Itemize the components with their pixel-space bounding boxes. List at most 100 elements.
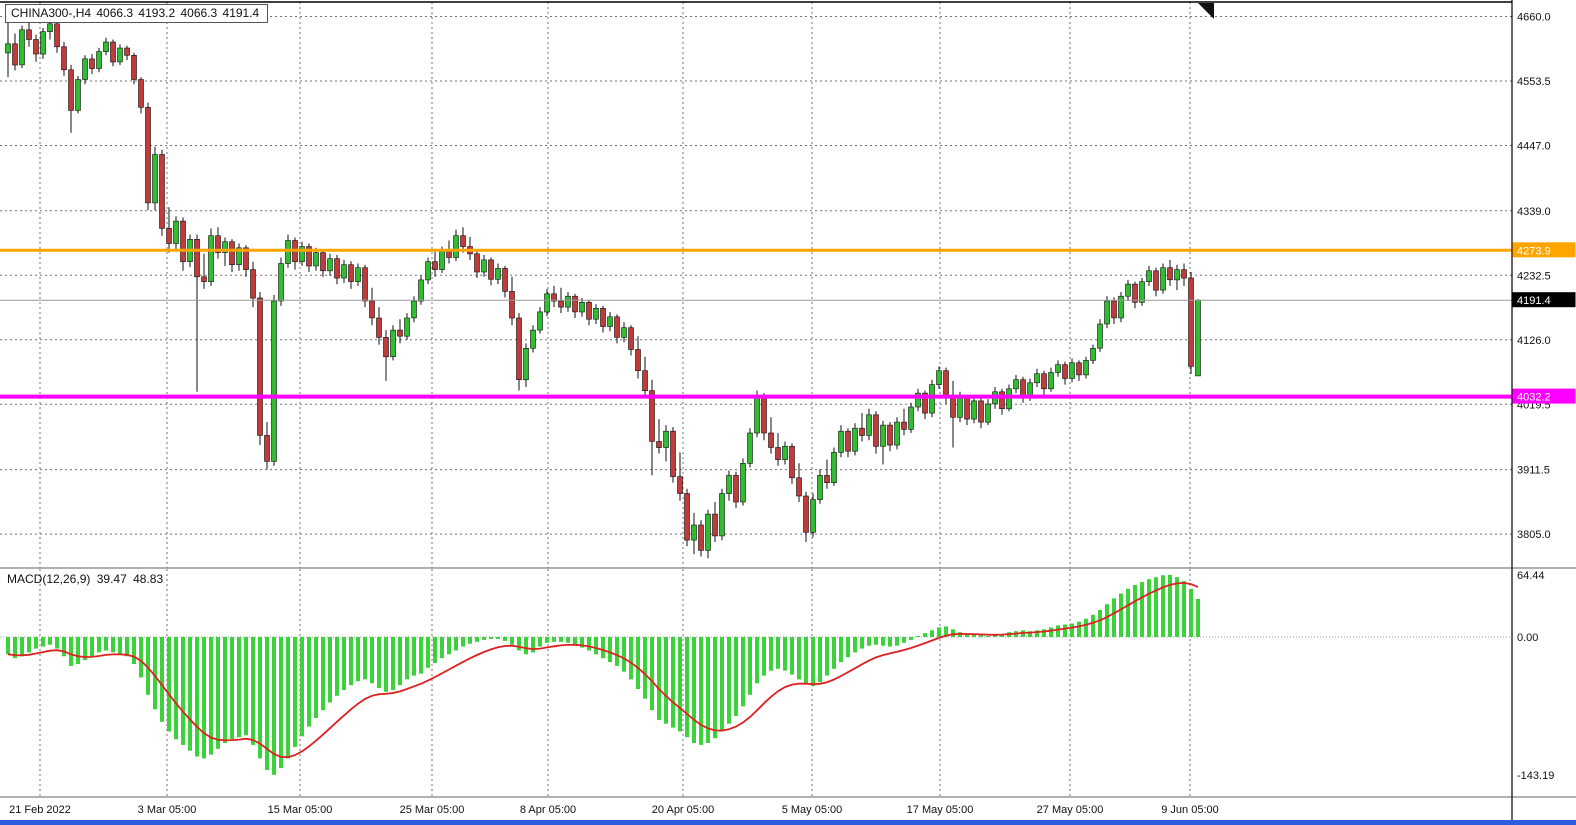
candle-body [516, 317, 522, 381]
candle-body [285, 240, 291, 264]
time-tick-label: 27 May 05:00 [1037, 804, 1104, 816]
candle-body [761, 396, 767, 434]
candle-body [271, 300, 277, 462]
candle-body [89, 58, 95, 69]
candle-body [383, 337, 389, 358]
candle-body [908, 406, 914, 430]
candle-body [1153, 270, 1159, 291]
candle-body [1069, 362, 1075, 379]
candle-body [523, 347, 529, 381]
price-tick-label: 4232.5 [1517, 270, 1551, 282]
macd-signal-value: 48.83 [133, 572, 164, 586]
candle-body [425, 261, 431, 281]
candle-body [26, 29, 32, 40]
candle-body [1167, 267, 1173, 281]
candle-body [180, 220, 186, 263]
candle-body [453, 235, 459, 258]
candle-body [929, 384, 935, 414]
candle-body [712, 513, 718, 537]
svg-text:4032.2: 4032.2 [1517, 392, 1551, 404]
candle-body [894, 421, 900, 446]
window-edge-strip [0, 820, 1576, 825]
candle-body [376, 317, 382, 338]
candle-body [215, 235, 221, 253]
candle-body [103, 41, 109, 52]
candle-body [110, 41, 116, 63]
candle-body [677, 476, 683, 494]
candle-body [607, 316, 613, 327]
candle-body [33, 39, 39, 55]
ohlc-open: 4066.3 [96, 6, 134, 20]
grid-lines [0, 2, 1512, 797]
candle-body [1034, 373, 1040, 384]
candle-body [936, 370, 942, 385]
candle-body [985, 403, 991, 423]
candle-body [866, 414, 872, 436]
ohlc-high: 4193.2 [138, 6, 176, 20]
candle-body [551, 293, 557, 302]
candle-body [1146, 270, 1152, 282]
candle-body [964, 397, 970, 420]
candle-body [1062, 364, 1068, 379]
candle-body [306, 246, 312, 267]
candle-body [642, 370, 648, 392]
candle-body [663, 430, 669, 448]
candle-body [572, 295, 578, 313]
candle-body [12, 43, 18, 66]
candle-body [726, 475, 732, 494]
time-tick-label: 21 Feb 2022 [9, 804, 71, 816]
candle-body [418, 279, 424, 302]
macd-scale[interactable]: 64.44 0.00 -143.19 [1517, 570, 1554, 782]
candle-body [201, 276, 207, 282]
candle-body [1111, 300, 1117, 319]
candle-body [1090, 347, 1096, 361]
candle-body [1139, 281, 1145, 303]
candle-body [5, 43, 11, 54]
time-tick-label: 20 Apr 05:00 [652, 804, 714, 816]
candle-body [782, 445, 788, 460]
candle-body [831, 452, 837, 483]
price-tick-label: 3805.0 [1517, 529, 1551, 541]
candle-body [54, 23, 60, 48]
candle-body [1132, 283, 1138, 303]
time-scale[interactable]: 21 Feb 2022 3 Mar 05:00 15 Mar 05:00 25 Mar… [9, 804, 1219, 816]
candle-body [229, 241, 235, 265]
candle-body [614, 316, 620, 338]
candle-body [775, 447, 781, 460]
candle-body [957, 397, 963, 418]
candle-body [341, 264, 347, 279]
candle-body [656, 441, 662, 448]
symbol-info-box: CHINA300-,H4 4066.3 4193.2 4066.3 4191.4 [5, 4, 269, 23]
candle-body [159, 154, 165, 229]
candle-body [439, 251, 445, 270]
candlesticks[interactable] [5, 19, 1201, 559]
candle-body [208, 235, 214, 282]
candle-body [593, 307, 599, 320]
candle-body [1006, 388, 1012, 410]
candle-body [243, 247, 249, 270]
macd-main-value: 39.47 [96, 572, 127, 586]
candle-body [334, 258, 340, 279]
price-tick-label: 4660.0 [1517, 12, 1551, 24]
candle-body [649, 390, 655, 442]
candle-body [124, 47, 130, 56]
candle-body [887, 424, 893, 446]
candle-body [698, 524, 704, 551]
candle-body [684, 493, 690, 541]
candle-body [628, 327, 634, 350]
price-tick-label: 3911.5 [1517, 465, 1550, 477]
chart-shift-marker[interactable] [1198, 3, 1214, 19]
candle-body [362, 267, 368, 302]
candle-body [1181, 269, 1187, 279]
candle-body [82, 58, 88, 80]
candle-body [845, 430, 851, 452]
candle-body [999, 391, 1005, 409]
candle-body [327, 258, 333, 272]
price-axis-background [1512, 0, 1576, 820]
candle-body [950, 396, 956, 418]
ohlc-low: 4066.3 [180, 6, 218, 20]
candle-body [131, 54, 137, 80]
candle-body [1118, 295, 1124, 319]
time-tick-label: 25 Mar 05:00 [400, 804, 465, 816]
